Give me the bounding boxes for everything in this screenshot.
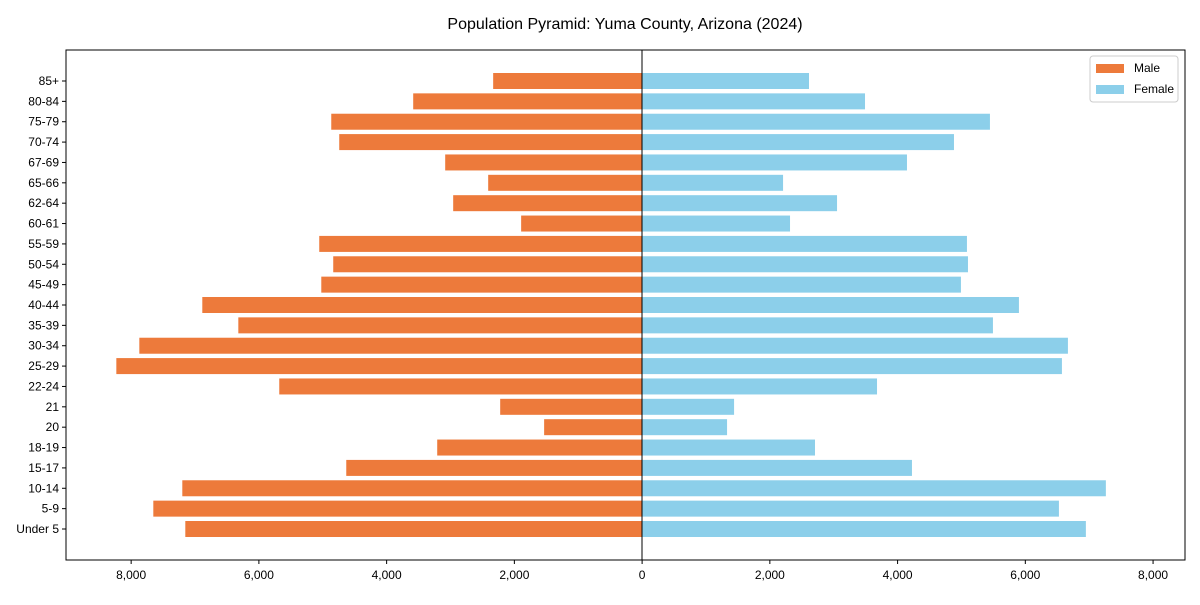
bar-female-18-19 [642, 439, 816, 456]
bar-male-70-74 [339, 134, 643, 151]
y-tick-label: 18-19 [28, 441, 59, 455]
bar-male-85+ [493, 73, 643, 89]
y-tick-label: 30-34 [28, 339, 59, 353]
bar-male-21 [500, 398, 643, 415]
bar-female-60-61 [642, 215, 791, 232]
y-tick-label: 40-44 [28, 298, 59, 312]
y-tick-label: 50-54 [28, 257, 59, 271]
x-tick-label: 8,000 [1138, 568, 1168, 582]
bar-female-Under 5 [642, 521, 1086, 537]
y-tick-label: 75-79 [28, 115, 59, 129]
bar-male-60-61 [521, 215, 643, 232]
legend-swatch-male [1096, 64, 1124, 73]
y-tick-label: 60-61 [28, 217, 59, 231]
y-tick-label: 25-29 [28, 359, 59, 373]
bar-female-70-74 [642, 134, 954, 151]
bar-female-45-49 [642, 276, 961, 293]
bar-female-80-84 [642, 93, 866, 110]
bar-female-30-34 [642, 337, 1068, 354]
bar-male-18-19 [437, 439, 643, 456]
y-tick-label: 15-17 [28, 461, 59, 475]
bar-female-35-39 [642, 317, 993, 334]
bar-male-40-44 [202, 297, 643, 313]
bar-female-75-79 [642, 113, 990, 130]
bar-male-75-79 [331, 113, 643, 130]
y-tick-label: 85+ [39, 74, 59, 88]
bar-female-22-24 [642, 378, 878, 395]
x-tick-label: 2,000 [755, 568, 785, 582]
bar-male-20 [544, 419, 643, 436]
legend: Male Female [1089, 55, 1179, 103]
y-tick-label: 21 [46, 400, 60, 414]
x-tick-label: 6,000 [1010, 568, 1040, 582]
bar-male-80-84 [413, 93, 643, 110]
y-tick-label: 10-14 [28, 481, 59, 495]
y-tick-label: 5-9 [42, 502, 60, 516]
bar-female-20 [642, 419, 728, 436]
bar-male-22-24 [279, 378, 643, 395]
y-tick-label: 70-74 [28, 135, 59, 149]
bar-male-62-64 [453, 195, 643, 212]
chart-title: Population Pyramid: Yuma County, Arizona… [447, 16, 802, 33]
bar-male-67-69 [445, 154, 643, 171]
bar-male-10-14 [182, 480, 643, 497]
plot-frame [65, 49, 1186, 561]
bar-male-25-29 [116, 358, 643, 375]
y-tick-label: 45-49 [28, 278, 59, 292]
bar-female-5-9 [642, 500, 1059, 517]
y-tick-label: 55-59 [28, 237, 59, 251]
bar-female-50-54 [642, 256, 968, 273]
bar-male-Under 5 [185, 521, 643, 537]
bar-female-21 [642, 398, 735, 415]
bar-male-35-39 [238, 317, 643, 334]
bar-female-67-69 [642, 154, 907, 171]
y-tick-label: 67-69 [28, 155, 59, 169]
y-tick-label: 22-24 [28, 379, 59, 393]
x-tick-label: 8,000 [116, 568, 146, 582]
bar-female-62-64 [642, 195, 838, 212]
bar-male-30-34 [139, 337, 643, 354]
y-tick-label: 80-84 [28, 94, 59, 108]
x-tick-label: 0 [639, 568, 646, 582]
bar-female-25-29 [642, 358, 1062, 375]
x-tick-label: 4,000 [883, 568, 913, 582]
y-tick-label: 20 [46, 420, 60, 434]
bar-female-15-17 [642, 459, 912, 476]
bar-male-5-9 [153, 500, 643, 517]
bar-female-85+ [642, 73, 809, 89]
y-tick-label: 62-64 [28, 196, 59, 210]
x-tick-label: 2,000 [499, 568, 529, 582]
bar-female-10-14 [642, 480, 1106, 497]
legend-label-male: Male [1134, 61, 1160, 75]
bar-female-55-59 [642, 235, 967, 252]
bar-male-50-54 [333, 256, 643, 273]
y-tick-label: 35-39 [28, 318, 59, 332]
legend-label-female: Female [1134, 82, 1174, 96]
y-tick-label: 65-66 [28, 176, 59, 190]
bar-male-45-49 [321, 276, 643, 293]
x-tick-label: 6,000 [244, 568, 274, 582]
bar-female-40-44 [642, 297, 1019, 313]
bar-male-65-66 [488, 174, 643, 191]
bar-female-65-66 [642, 174, 784, 191]
bar-male-55-59 [319, 235, 643, 252]
legend-swatch-female [1096, 85, 1124, 94]
bar-male-15-17 [346, 459, 643, 476]
x-tick-label: 4,000 [372, 568, 402, 582]
y-tick-label: Under 5 [16, 522, 59, 536]
